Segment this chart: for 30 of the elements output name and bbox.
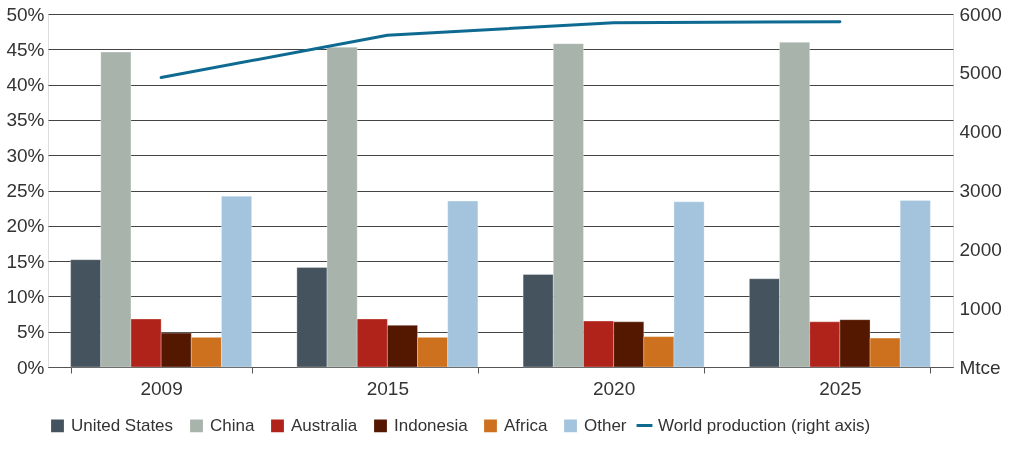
legend-label: World production (right axis) bbox=[658, 415, 871, 435]
x-tick-label: 2025 bbox=[819, 377, 862, 399]
legend-label: Indonesia bbox=[394, 415, 469, 435]
y-tick-label: 10% bbox=[6, 285, 45, 307]
y-tick-label: 50% bbox=[6, 3, 45, 25]
y-tick-label: 30% bbox=[6, 144, 45, 166]
legend-label: Australia bbox=[291, 415, 358, 435]
y-tick-label: 25% bbox=[6, 180, 45, 201]
y-tick-label: 35% bbox=[6, 109, 45, 131]
y-tick-label: 45% bbox=[6, 38, 45, 60]
y2-tick-label: 6000 bbox=[959, 3, 1002, 25]
y2-tick-label: 1000 bbox=[959, 297, 1002, 319]
y-tick-label: 15% bbox=[6, 250, 45, 272]
y-tick-label: 20% bbox=[6, 215, 45, 237]
y-tick-label: 5% bbox=[17, 321, 45, 343]
y2-tick-label: 2000 bbox=[959, 238, 1002, 260]
legend-label: Africa bbox=[504, 415, 548, 435]
y-tick-label: 40% bbox=[6, 74, 45, 96]
x-tick-label: 2009 bbox=[140, 377, 183, 399]
x-tick-label: 2020 bbox=[592, 377, 636, 399]
y2-tick-label: Mtce bbox=[959, 356, 1001, 378]
y2-tick-label: 4000 bbox=[959, 121, 1002, 143]
y2-tick-label: 5000 bbox=[959, 62, 1002, 84]
x-tick-label: 2015 bbox=[366, 377, 410, 399]
line-series bbox=[159, 20, 842, 80]
y2-tick-label: 3000 bbox=[959, 180, 1002, 201]
legend-label: United States bbox=[71, 415, 174, 435]
legend-label: China bbox=[210, 415, 255, 435]
y-tick-label: 0% bbox=[17, 356, 45, 378]
legend-label: Other bbox=[584, 415, 627, 435]
